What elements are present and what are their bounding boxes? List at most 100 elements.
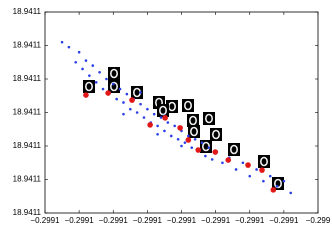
- digit-stroke: [273, 178, 282, 189]
- highlight-point: [83, 92, 89, 98]
- point: [262, 179, 265, 183]
- digit-image: [182, 99, 194, 112]
- highlight-point: [177, 125, 183, 131]
- point: [221, 161, 224, 165]
- digit-stroke: [85, 81, 94, 92]
- point: [142, 116, 146, 119]
- digit-stroke: [259, 156, 268, 167]
- digit-stroke: [190, 126, 199, 137]
- digit-image: [83, 80, 95, 93]
- point: [118, 87, 122, 91]
- point: [210, 158, 214, 161]
- point: [156, 124, 159, 128]
- point: [289, 191, 293, 195]
- point: [122, 112, 125, 116]
- digit-stroke: [159, 105, 168, 116]
- y-tick-label: 18.9411: [13, 74, 42, 83]
- digit-stroke: [184, 100, 193, 111]
- x-tick-label: −0.2991: [167, 216, 197, 225]
- digit-stroke: [189, 115, 198, 126]
- digit-stroke: [212, 129, 221, 140]
- digit-stroke: [205, 113, 214, 124]
- point: [98, 71, 101, 74]
- point: [152, 112, 156, 116]
- digit-stroke: [110, 81, 119, 92]
- point: [146, 107, 149, 111]
- point: [190, 146, 194, 149]
- point: [183, 141, 187, 144]
- highlight-point: [225, 157, 232, 163]
- highlight-point: [129, 97, 135, 103]
- point: [173, 124, 176, 128]
- point: [187, 134, 190, 138]
- digit-image: [131, 86, 143, 99]
- digit-image: [258, 155, 270, 168]
- point: [88, 74, 91, 77]
- point: [282, 179, 286, 183]
- point: [111, 82, 115, 86]
- highlight-point: [185, 137, 192, 143]
- y-tick-label: 18.9411: [13, 141, 42, 150]
- digit-stroke: [230, 144, 239, 155]
- highlight-point: [212, 149, 219, 155]
- highlight-point: [259, 167, 265, 173]
- highlight-point: [105, 90, 111, 96]
- point: [234, 168, 238, 171]
- x-tick-label: −0.2991: [235, 216, 265, 225]
- point: [275, 184, 279, 188]
- point: [139, 91, 142, 94]
- point: [129, 107, 132, 111]
- point: [268, 174, 272, 178]
- digit-image: [108, 80, 120, 93]
- point: [125, 92, 129, 96]
- point: [60, 40, 64, 44]
- digit-thumbnails: [83, 67, 284, 190]
- point: [94, 81, 98, 84]
- digit-image: [272, 177, 284, 190]
- digit-image: [188, 125, 200, 138]
- highlight-point: [162, 115, 168, 121]
- point: [193, 138, 197, 141]
- point: [255, 168, 258, 171]
- point: [156, 132, 159, 136]
- point: [159, 116, 163, 119]
- point: [139, 102, 142, 106]
- point: [101, 87, 105, 91]
- point: [163, 129, 166, 133]
- point: [115, 97, 118, 101]
- point: [84, 59, 88, 62]
- y-tick-label: 18.9411: [13, 175, 42, 184]
- point: [77, 50, 81, 54]
- x-tick-label: −0.299: [306, 216, 331, 225]
- y-tick-label: 18.9411: [13, 108, 42, 117]
- x-tick-label: −0.2991: [201, 216, 231, 225]
- y-tick-label: 18.9411: [13, 7, 42, 16]
- digit-image: [203, 112, 215, 125]
- x-tick-label: −0.2991: [30, 216, 60, 225]
- point: [169, 134, 173, 138]
- point: [81, 67, 84, 71]
- highlight-point: [245, 162, 251, 168]
- point: [122, 101, 125, 104]
- point: [166, 121, 170, 124]
- point: [180, 144, 183, 148]
- point: [241, 161, 245, 165]
- point: [204, 154, 207, 158]
- point: [176, 138, 180, 141]
- x-tick-label: −0.2991: [133, 216, 163, 225]
- x-tick-label: −0.2991: [269, 216, 299, 225]
- point: [135, 111, 139, 114]
- x-tick-label: −0.2991: [65, 216, 95, 225]
- point: [200, 141, 204, 144]
- digit-image: [157, 104, 169, 117]
- digit-image: [210, 128, 222, 141]
- y-tick-label: 18.9411: [13, 208, 42, 217]
- highlight-point: [195, 147, 202, 153]
- x-tick-label: −0.2991: [99, 216, 129, 225]
- point: [91, 64, 95, 67]
- point: [248, 174, 252, 178]
- highlight-point: [270, 187, 277, 193]
- digit-stroke: [110, 68, 119, 79]
- highlight-point: [147, 122, 153, 128]
